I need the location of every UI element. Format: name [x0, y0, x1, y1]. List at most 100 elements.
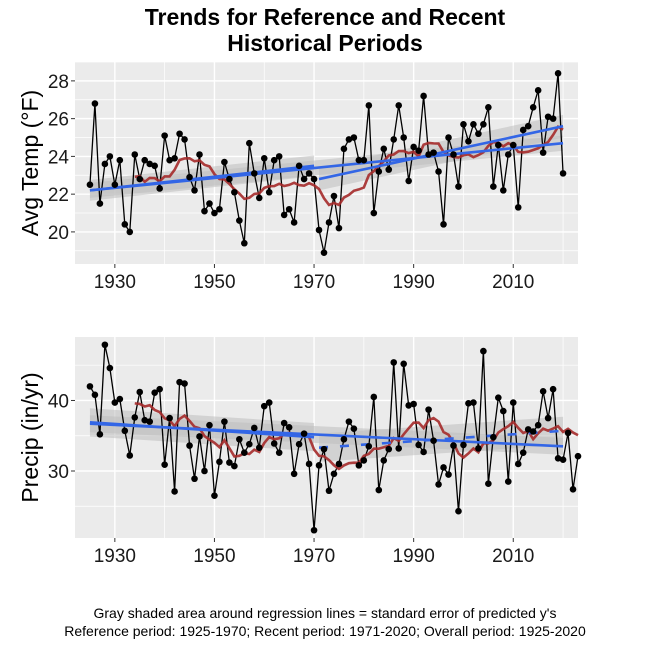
- data-point: [400, 360, 407, 368]
- data-point: [151, 162, 158, 170]
- data-point: [226, 175, 233, 183]
- data-point: [216, 205, 223, 213]
- data-point: [365, 443, 373, 450]
- data-point: [514, 204, 522, 211]
- data-point: [480, 120, 487, 128]
- data-point: [295, 440, 303, 448]
- y-tick-label: 40: [48, 391, 69, 412]
- data-point: [430, 149, 437, 156]
- data-point: [325, 487, 333, 495]
- data-point: [320, 249, 328, 256]
- data-point: [116, 395, 124, 403]
- data-point: [529, 104, 537, 111]
- data-point: [191, 475, 198, 483]
- data-point: [146, 160, 154, 168]
- x-tick-label: 1930: [94, 272, 136, 293]
- y-axis-title: Precip (in/yr): [17, 372, 43, 502]
- data-point: [340, 145, 348, 153]
- data-point: [400, 134, 407, 141]
- data-point: [300, 175, 308, 183]
- data-point: [136, 388, 144, 396]
- data-point: [325, 219, 333, 226]
- data-point: [460, 441, 467, 449]
- data-point: [176, 378, 183, 386]
- data-point: [156, 185, 163, 192]
- data-point: [131, 414, 139, 421]
- data-point: [569, 486, 577, 493]
- data-point: [181, 380, 188, 387]
- data-point: [111, 181, 119, 189]
- data-point: [445, 471, 452, 478]
- data-point: [86, 383, 94, 390]
- data-point: [141, 156, 149, 164]
- data-point: [310, 526, 318, 534]
- data-point: [340, 435, 348, 443]
- data-point: [96, 200, 104, 207]
- data-point: [196, 433, 203, 440]
- data-point: [260, 402, 268, 410]
- data-point: [539, 149, 547, 156]
- data-point: [410, 143, 417, 151]
- data-point: [539, 388, 547, 395]
- data-point: [450, 151, 457, 158]
- data-point: [405, 177, 412, 185]
- data-point: [564, 429, 572, 437]
- data-point: [380, 145, 388, 153]
- data-point: [335, 460, 343, 468]
- data-point: [345, 136, 353, 143]
- precipitation-panel: 30 40 1930 1950 1970 1990 2010 Precip (in/yr): [17, 337, 582, 567]
- data-point: [101, 160, 109, 168]
- data-point: [250, 170, 258, 177]
- y-tick-label: 24: [48, 147, 70, 168]
- data-point: [246, 139, 253, 147]
- data-point: [475, 445, 482, 452]
- data-point: [191, 187, 198, 194]
- y-tick-label: 30: [48, 462, 69, 483]
- y-axis-title: Avg Temp (°F): [17, 90, 43, 236]
- data-point: [106, 153, 114, 160]
- y-tick-label: 28: [48, 72, 69, 93]
- data-point: [171, 488, 178, 495]
- data-point: [91, 100, 99, 107]
- data-point: [350, 425, 358, 432]
- data-point: [355, 156, 363, 164]
- data-point: [320, 445, 328, 453]
- data-point: [285, 423, 293, 431]
- data-point: [544, 414, 552, 422]
- x-tick-label: 1930: [94, 546, 136, 567]
- data-point: [246, 440, 253, 448]
- data-point: [206, 200, 213, 207]
- data-point: [495, 394, 502, 401]
- data-point: [166, 414, 173, 422]
- data-point: [171, 154, 178, 162]
- data-point: [485, 104, 492, 111]
- data-point: [460, 120, 467, 128]
- x-tick-label: 1990: [393, 546, 435, 567]
- data-point: [370, 393, 378, 401]
- data-point: [101, 341, 109, 349]
- data-point: [519, 126, 527, 134]
- data-point: [280, 211, 288, 219]
- data-point: [300, 430, 308, 437]
- data-point: [490, 433, 497, 441]
- data-point: [176, 130, 183, 138]
- data-point: [206, 421, 213, 429]
- data-point: [255, 444, 263, 452]
- x-tick-label: 1970: [293, 272, 335, 293]
- data-point: [425, 406, 432, 413]
- x-tick-label: 2010: [492, 272, 534, 293]
- y-tick-label: 26: [48, 110, 69, 131]
- data-point: [420, 448, 427, 456]
- data-point: [465, 137, 472, 145]
- data-point: [425, 151, 432, 158]
- data-point: [305, 460, 313, 468]
- data-point: [519, 449, 527, 456]
- data-point: [504, 478, 512, 485]
- data-point: [430, 437, 437, 444]
- moving-average-line: [134, 125, 564, 207]
- data-point: [440, 221, 447, 228]
- data-point: [450, 442, 457, 449]
- data-point: [445, 134, 452, 141]
- x-tick-label: 2010: [492, 546, 534, 567]
